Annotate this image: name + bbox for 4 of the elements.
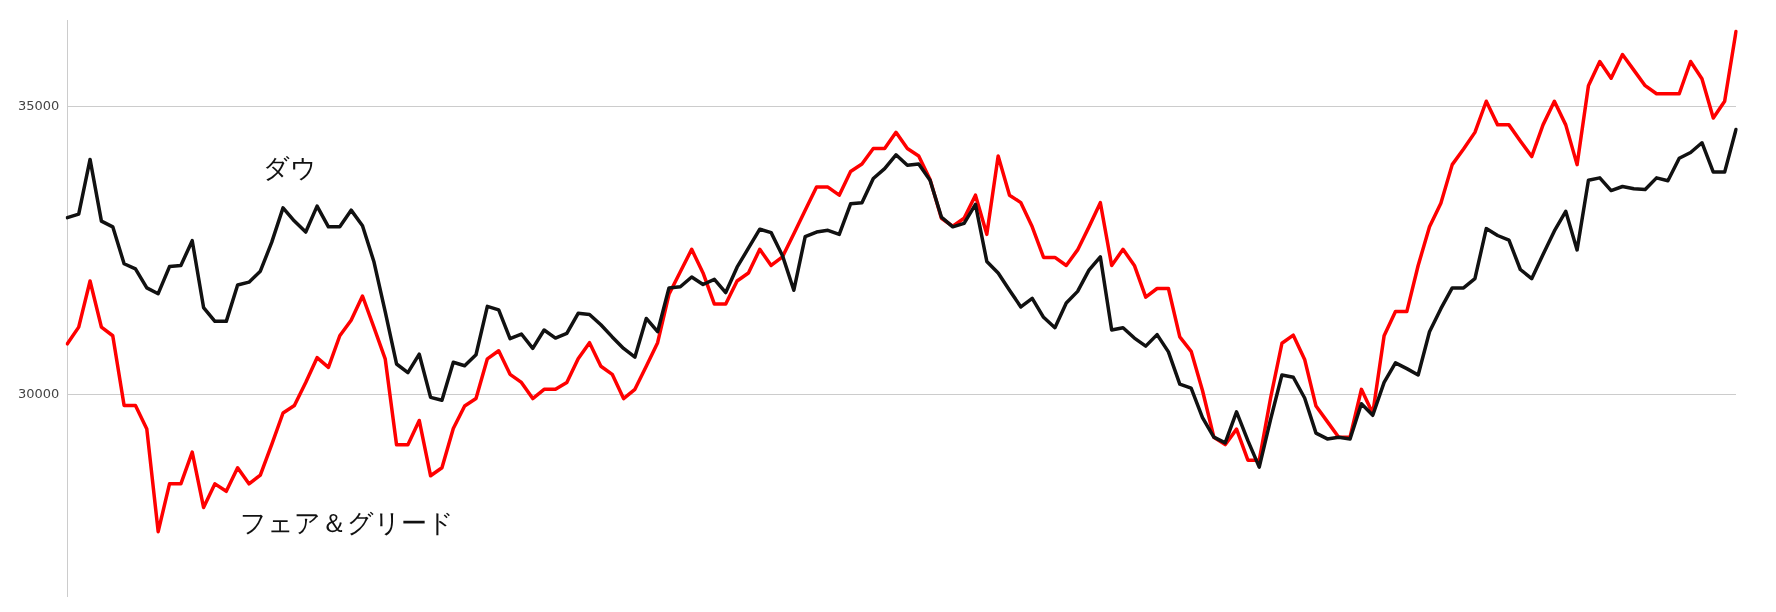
series-label: ダウ xyxy=(263,152,318,183)
y-tick-label: 35000 xyxy=(18,97,60,113)
y-tick-label: 30000 xyxy=(18,385,60,401)
series-label: フェア＆グリード xyxy=(240,507,455,538)
